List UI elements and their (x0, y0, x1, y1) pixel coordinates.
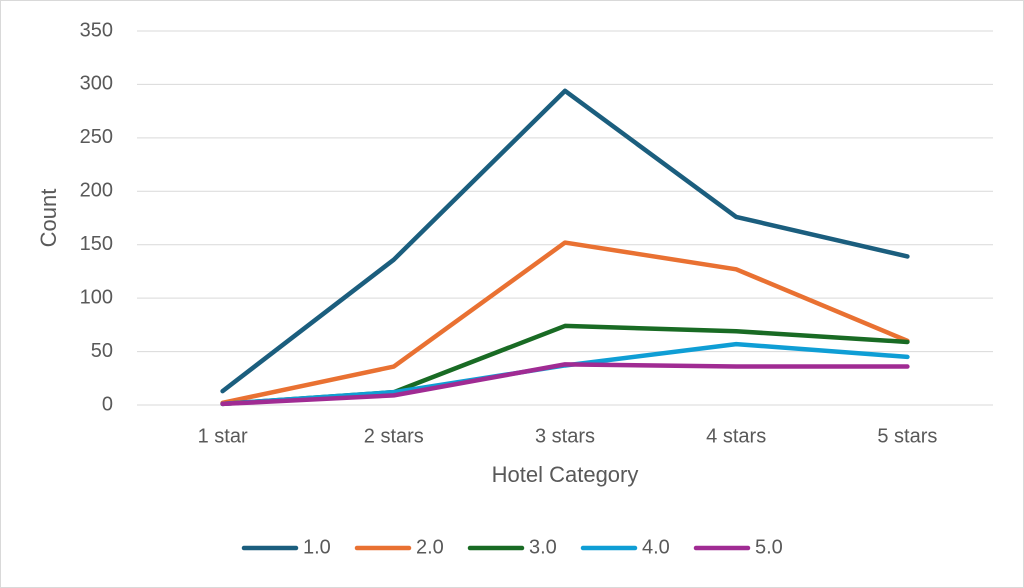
legend-label: 4.0 (642, 536, 670, 558)
series-line (220, 88, 910, 394)
y-axis-label: Count (36, 189, 61, 248)
legend-label: 1.0 (303, 536, 331, 558)
x-tick-label: 1 star (198, 425, 248, 447)
legend-label: 2.0 (416, 536, 444, 558)
x-tick-label: 5 stars (877, 425, 937, 447)
x-tick-label: 4 stars (706, 425, 766, 447)
y-tick-label: 150 (80, 233, 113, 255)
x-axis-label: Hotel Category (492, 462, 639, 487)
y-tick-label: 250 (80, 126, 113, 148)
series-line (220, 240, 910, 406)
y-tick-label: 300 (80, 73, 113, 95)
y-tick-label: 350 (80, 19, 113, 41)
x-tick-label: 3 stars (535, 425, 595, 447)
series-line (220, 362, 910, 407)
y-tick-label: 200 (80, 180, 113, 202)
y-tick-label: 50 (91, 340, 113, 362)
legend-label: 3.0 (529, 536, 557, 558)
legend-label: 5.0 (755, 536, 783, 558)
y-tick-label: 0 (102, 393, 113, 415)
y-tick-label: 100 (80, 286, 113, 308)
x-tick-label: 2 stars (364, 425, 424, 447)
